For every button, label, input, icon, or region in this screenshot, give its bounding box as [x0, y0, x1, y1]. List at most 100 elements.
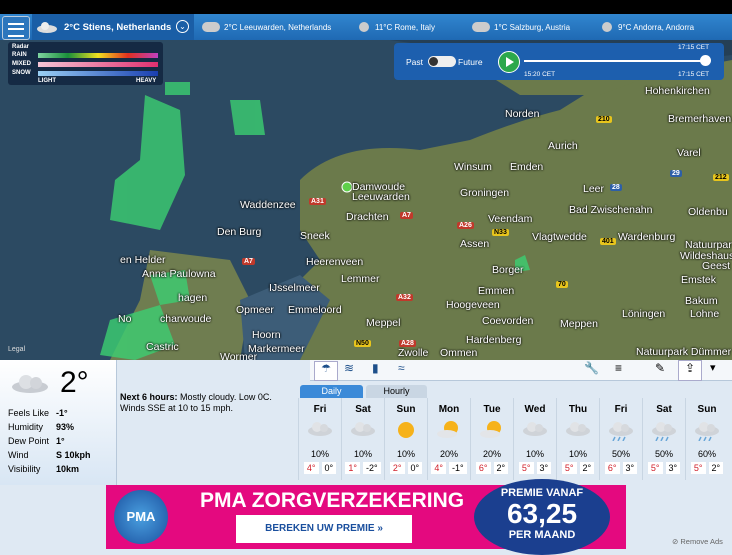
precip-button[interactable]: ☂: [314, 361, 338, 381]
temps: 4° -1°: [428, 462, 470, 474]
map-label: Waddenzee: [240, 199, 296, 211]
map-label: Hohenkirchen: [645, 85, 710, 97]
road-sign: 29: [670, 170, 682, 177]
map-label: Leeuwarden: [352, 191, 410, 203]
tab-daily[interactable]: Daily: [300, 385, 363, 398]
forecast-day[interactable]: Tue 20% 6° 2°: [470, 398, 513, 480]
forecast-day[interactable]: Sun 10% 2° 0°: [384, 398, 427, 480]
temp-high: 5°: [561, 462, 577, 474]
current-location[interactable]: 2°C Stiens, Netherlands ⌄: [32, 14, 194, 40]
map-label: Castric: [146, 341, 179, 353]
forecast-day[interactable]: Mon 20% 4° -1°: [427, 398, 470, 480]
more-button[interactable]: ▾: [710, 362, 716, 374]
precip-chance: 10%: [525, 449, 544, 459]
temp-low: 3°: [665, 462, 681, 474]
forecast-day[interactable]: Sun 60% 5° 2°: [685, 398, 728, 480]
ad-price-value: 63,25: [506, 498, 578, 529]
precip-chance: 20%: [482, 449, 501, 459]
temp-low: 3°: [536, 462, 552, 474]
play-button[interactable]: [498, 51, 520, 73]
map-label: Zwolle: [398, 347, 429, 359]
legal[interactable]: Legal: [8, 346, 26, 353]
slider-thumb[interactable]: [700, 55, 711, 66]
condition-label: Feels Like: [8, 408, 50, 418]
road-sign: A7: [400, 212, 413, 219]
map-label: Meppel: [366, 317, 401, 329]
condition-value: 1°: [56, 436, 65, 446]
tab-hourly[interactable]: Hourly: [366, 385, 427, 398]
past-label: Past: [406, 57, 424, 67]
forecast-day[interactable]: Wed 10% 5° 3°: [513, 398, 556, 480]
precip-chance: 10%: [568, 449, 587, 459]
forecast-day[interactable]: Thu 10% 5° 2°: [556, 398, 599, 480]
weather-icon: [514, 419, 556, 443]
legend-title: Radar: [12, 44, 30, 50]
temp-button[interactable]: ▮: [372, 361, 379, 375]
precip-chance: 10%: [353, 449, 372, 459]
map-label: Wildeshaus: [680, 250, 732, 262]
temps: 1° -2°: [342, 462, 384, 474]
share-button[interactable]: ⇪: [678, 360, 702, 381]
map-label: Bremerhaven: [668, 113, 732, 125]
weather-icon: [342, 419, 384, 443]
legend-light: LIGHT: [38, 78, 56, 84]
weather-icon: [428, 419, 470, 443]
weather-icon: [686, 419, 728, 443]
map-label: Veendam: [488, 213, 533, 225]
forecast-day[interactable]: Fri 10% 4° 0°: [298, 398, 341, 480]
slider[interactable]: [524, 60, 704, 62]
ad-button[interactable]: BEREKEN UW PREMIE »: [236, 515, 412, 543]
menu-button[interactable]: [2, 16, 30, 40]
condition-label: Visibility: [8, 464, 41, 474]
road-sign: A26: [457, 222, 474, 229]
map-label: Ommen: [440, 347, 478, 359]
condition-label: Dew Point: [8, 436, 50, 446]
weather-icon: [643, 419, 685, 443]
weather-icon: [299, 419, 341, 443]
map-label: Leer: [583, 183, 605, 195]
map-label: en Helder: [120, 254, 166, 266]
precip-chance: 10%: [310, 449, 329, 459]
summary-lead: Next 6 hours:: [120, 392, 178, 402]
day-name: Tue: [483, 404, 501, 415]
day-name: Sat: [656, 404, 672, 415]
forecast-day[interactable]: Sat 50% 5° 3°: [642, 398, 685, 480]
day-name: Sun: [396, 404, 416, 415]
map-label: Heerenveen: [306, 256, 364, 268]
temp-high: 5°: [647, 462, 663, 474]
map-label: Löningen: [622, 308, 666, 320]
road-sign: 28: [610, 184, 622, 191]
cloud-icon: [37, 22, 57, 33]
ad-banner[interactable]: PMA PMA ZORGVERZEKERING BEREKEN UW PREMI…: [106, 479, 626, 555]
legend-heavy: HEAVY: [136, 78, 157, 84]
map-label: Hoogeveen: [446, 299, 500, 311]
forecast-day[interactable]: Sat 10% 1° -2°: [341, 398, 384, 480]
edit-button[interactable]: ✎: [655, 361, 666, 375]
temp-low: 0°: [321, 462, 337, 474]
temps: 5° 3°: [514, 462, 556, 474]
condition-label: Wind: [8, 450, 29, 460]
settings-button[interactable]: 🔧: [584, 361, 599, 375]
location-name: 11°C Rome, Italy: [375, 23, 435, 32]
map-label: Groningen: [460, 187, 510, 199]
map-label: Assen: [460, 238, 490, 250]
ad-per: PER MAAND: [508, 529, 576, 541]
current-temp: 2°: [60, 366, 89, 399]
toolbar: ☂ ≋ ▮ ≈ 🔧 ≡ ✎ ⇪ ▾: [310, 360, 732, 381]
map-label: Drachten: [346, 211, 389, 223]
road-sign: A7: [242, 258, 255, 265]
remove-ads[interactable]: ⊘ Remove Ads: [672, 537, 723, 546]
dropdown[interactable]: ⌄: [176, 20, 189, 33]
cloud-icon: [202, 22, 220, 32]
status-bar: [0, 0, 732, 14]
temp-high: 6°: [604, 462, 620, 474]
layers-button[interactable]: ≡: [615, 361, 623, 375]
waves-button[interactable]: ≈: [398, 361, 405, 375]
wind-button[interactable]: ≋: [344, 361, 355, 375]
summary: Next 6 hours: Mostly cloudy. Low 0C. Win…: [120, 392, 290, 414]
toggle[interactable]: [428, 56, 456, 67]
condition-value: 10km: [56, 464, 80, 474]
forecast-day[interactable]: Fri 50% 6° 3°: [599, 398, 642, 480]
time: 15:20 CET: [524, 71, 556, 78]
